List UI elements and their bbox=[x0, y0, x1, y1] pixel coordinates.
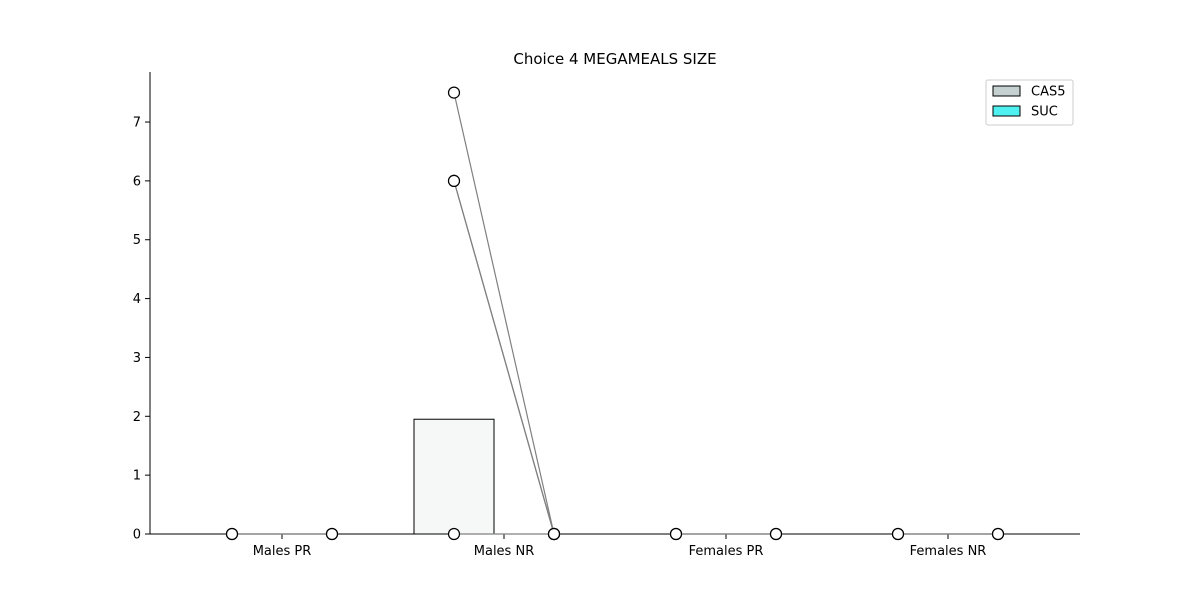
x-tick-label: Males PR bbox=[253, 544, 312, 559]
data-point-suc bbox=[769, 527, 783, 541]
bar-cas5 bbox=[413, 418, 495, 535]
legend: CAS5 SUC bbox=[985, 79, 1074, 126]
y-tick-label: 4 bbox=[133, 292, 141, 307]
data-point-cas5 bbox=[891, 527, 905, 541]
y-tick-label: 1 bbox=[133, 469, 141, 484]
data-point-cas5 bbox=[447, 527, 461, 541]
y-tick-label: 7 bbox=[133, 116, 141, 131]
data-point-cas5 bbox=[225, 527, 239, 541]
x-tick-label: Males NR bbox=[474, 544, 534, 559]
y-tick-label: 5 bbox=[133, 233, 141, 248]
y-tick-label: 0 bbox=[133, 528, 141, 543]
data-point-cas5 bbox=[447, 86, 461, 99]
data-point-suc bbox=[325, 527, 339, 541]
legend-swatch-cas5 bbox=[992, 85, 1021, 97]
legend-swatch-suc bbox=[992, 105, 1021, 117]
legend-label-cas5: CAS5 bbox=[1031, 85, 1066, 100]
plot-area: 0 1 2 3 4 5 6 7 Males PR Males NR Females PR Female… bbox=[133, 72, 1080, 559]
data-point-suc bbox=[547, 527, 561, 541]
data-point-cas5 bbox=[447, 174, 461, 187]
subject-line bbox=[453, 180, 555, 535]
chart-title: Choice 4 MEGAMEALS SIZE bbox=[513, 50, 716, 68]
y-tick-label: 3 bbox=[133, 351, 141, 366]
data-point-cas5 bbox=[669, 527, 683, 541]
x-tick-label: Females NR bbox=[910, 544, 987, 559]
subject-line bbox=[453, 92, 555, 535]
data-point-suc bbox=[991, 527, 1005, 541]
x-tick-label: Females PR bbox=[689, 544, 764, 559]
y-tick-label: 2 bbox=[133, 410, 141, 425]
y-tick-label: 6 bbox=[133, 174, 141, 189]
legend-label-suc: SUC bbox=[1031, 105, 1058, 120]
